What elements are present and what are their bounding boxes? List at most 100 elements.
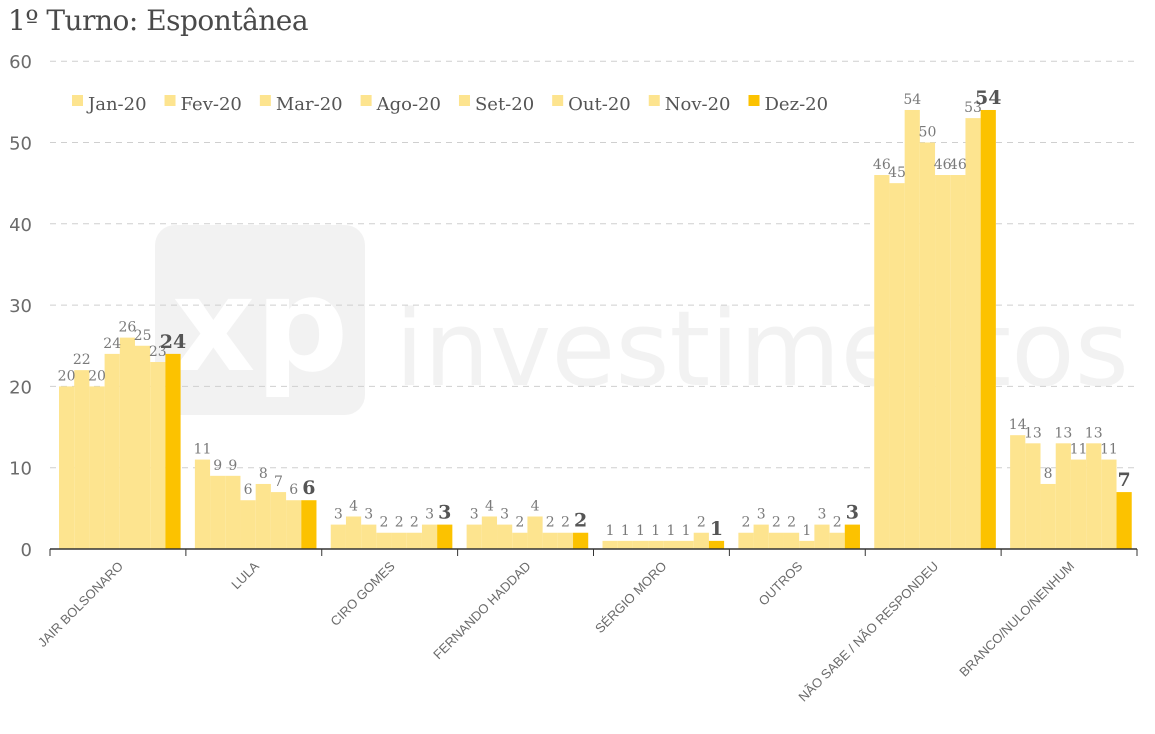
bar — [693, 532, 709, 549]
data-label: 4 — [349, 498, 358, 514]
bar — [406, 532, 422, 549]
data-label: 1 — [636, 523, 645, 539]
data-label: 1 — [666, 523, 675, 539]
watermark: xp investimentos — [155, 225, 1129, 415]
data-label: 3 — [470, 507, 479, 523]
bar — [421, 524, 438, 549]
x-tick-label: CIRO GOMES — [327, 558, 398, 629]
bar — [361, 524, 377, 549]
bar — [466, 524, 482, 549]
y-tick-label: 20 — [9, 377, 32, 398]
legend-label: Out-20 — [568, 94, 631, 115]
data-label: 46 — [949, 157, 967, 173]
data-label: 3 — [425, 507, 434, 523]
bar — [889, 183, 905, 549]
data-label: 3 — [500, 507, 509, 523]
legend-swatch — [458, 95, 470, 106]
data-label: 26 — [118, 320, 136, 336]
data-label: 46 — [873, 157, 891, 173]
bar — [557, 532, 574, 549]
bar — [59, 386, 75, 549]
data-label: 24 — [103, 336, 121, 352]
legend-swatch — [552, 95, 564, 106]
data-label: 54 — [975, 87, 1001, 109]
data-label: 1 — [621, 523, 630, 539]
data-label: 3 — [364, 507, 373, 523]
bar — [1010, 435, 1026, 549]
bar — [950, 175, 966, 549]
bar — [648, 540, 664, 549]
chart-title: 1º Turno: Espontânea — [8, 4, 309, 37]
data-label: 2 — [515, 515, 524, 531]
data-label: 23 — [149, 344, 167, 360]
bar — [119, 337, 135, 549]
y-tick-label: 60 — [9, 52, 32, 73]
data-label: 2 — [787, 515, 796, 531]
legend-swatch — [259, 95, 271, 106]
data-label: 1 — [710, 518, 723, 540]
bar — [270, 492, 287, 549]
bar — [512, 532, 528, 549]
bar — [497, 524, 513, 549]
bar — [573, 532, 589, 549]
data-label: 6 — [244, 482, 253, 498]
data-label: 24 — [160, 331, 186, 353]
legend-swatch — [360, 95, 372, 106]
bar — [783, 532, 800, 549]
data-label: 11 — [1100, 442, 1118, 458]
bar — [602, 540, 618, 549]
legend-swatch — [164, 95, 176, 106]
data-label: 3 — [334, 507, 343, 523]
data-label: 3 — [846, 502, 859, 524]
bar — [1101, 459, 1117, 549]
data-label: 13 — [1024, 425, 1042, 441]
legend-label: Set-20 — [475, 94, 534, 115]
x-tick-label: LULA — [228, 558, 262, 592]
y-tick-label: 10 — [9, 459, 32, 480]
data-label: 1 — [802, 523, 811, 539]
bar — [632, 540, 649, 549]
data-label: 11 — [1070, 442, 1088, 458]
bar — [527, 516, 543, 549]
data-label: 9 — [213, 458, 222, 474]
bar — [437, 524, 453, 549]
bar — [542, 532, 558, 549]
watermark-logo-box — [155, 225, 365, 415]
data-label: 2 — [395, 515, 404, 531]
bar — [225, 475, 241, 549]
bar — [150, 362, 166, 549]
data-label: 22 — [73, 352, 91, 368]
bar — [210, 475, 226, 549]
data-label: 1 — [651, 523, 660, 539]
bar — [1116, 492, 1132, 549]
data-label: 20 — [58, 368, 76, 384]
x-tick-label: BRANCO/NULO/NENHUM — [956, 559, 1077, 680]
bar — [135, 345, 151, 549]
bar — [165, 353, 181, 549]
data-label: 11 — [194, 442, 212, 458]
bar — [904, 109, 920, 549]
bar — [1086, 443, 1102, 549]
data-label: 45 — [888, 165, 906, 181]
legend-label: Nov-20 — [665, 94, 731, 115]
data-label: 20 — [88, 368, 106, 384]
data-label: 6 — [289, 482, 298, 498]
bar — [844, 524, 860, 549]
x-tick-label: FERNANDO HADDAD — [430, 559, 534, 663]
legend-label: Jan-20 — [86, 94, 147, 115]
bar — [980, 109, 996, 549]
data-label: 13 — [1085, 425, 1103, 441]
data-label: 6 — [302, 477, 315, 499]
bar — [617, 540, 633, 549]
data-label: 8 — [1044, 466, 1053, 482]
legend-swatch — [748, 95, 760, 106]
bar — [678, 540, 694, 549]
bar — [1055, 443, 1071, 549]
watermark-text: investimentos — [395, 288, 1129, 410]
bar — [330, 524, 346, 549]
data-label: 14 — [1009, 417, 1027, 433]
y-tick-label: 50 — [9, 134, 32, 155]
data-label: 4 — [531, 498, 540, 514]
